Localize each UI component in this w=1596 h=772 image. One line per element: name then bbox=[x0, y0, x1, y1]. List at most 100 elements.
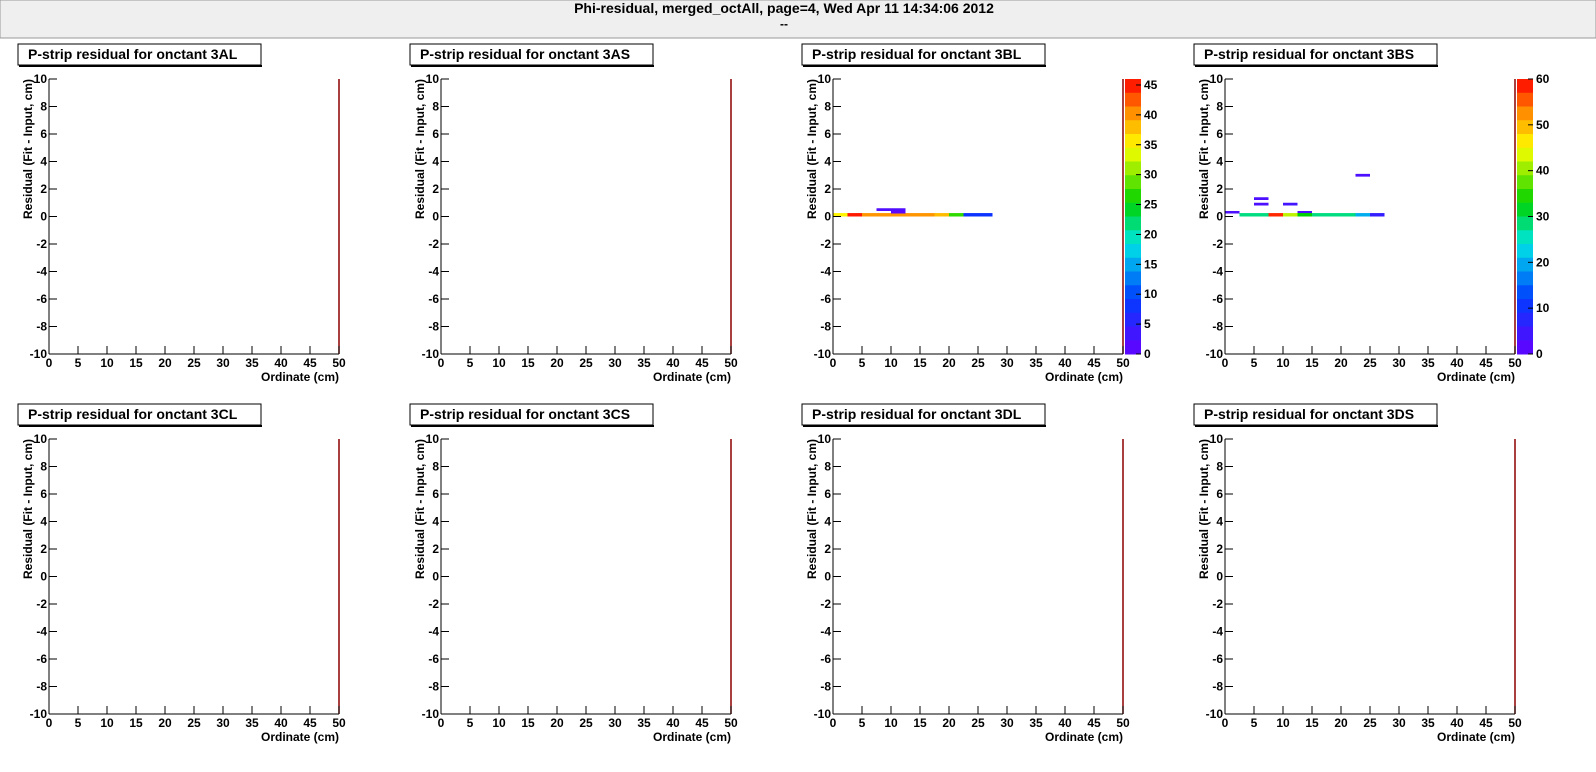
x-tick-label: 15 bbox=[913, 356, 927, 370]
y-tick-label: -8 bbox=[428, 320, 439, 334]
x-tick-label: 35 bbox=[245, 356, 259, 370]
x-tick-label: 50 bbox=[1508, 716, 1522, 730]
colorbar-band bbox=[1517, 92, 1533, 107]
title-shadow bbox=[803, 425, 1046, 427]
y-tick-label: 4 bbox=[40, 515, 47, 529]
y-tick-label: 8 bbox=[1216, 100, 1223, 114]
heatmap-cell bbox=[1283, 213, 1298, 217]
x-tick-label: 20 bbox=[942, 356, 956, 370]
colorbar-band bbox=[1517, 340, 1533, 355]
colorbar-band bbox=[1517, 230, 1533, 245]
colorbar-band bbox=[1125, 92, 1141, 107]
colorbar-band bbox=[1125, 134, 1141, 149]
x-tick-label: 20 bbox=[550, 716, 564, 730]
y-axis-label: Residual (Fit - Input, cm) bbox=[21, 79, 35, 219]
x-tick-label: 0 bbox=[46, 356, 53, 370]
x-tick-label: 25 bbox=[1363, 356, 1377, 370]
x-tick-label: 45 bbox=[1479, 356, 1493, 370]
colorbar-band bbox=[1125, 161, 1141, 176]
title-shadow bbox=[19, 425, 262, 427]
x-tick-label: 5 bbox=[75, 356, 82, 370]
y-tick-label: 10 bbox=[34, 72, 48, 86]
colorbar-band bbox=[1517, 257, 1533, 272]
y-tick-label: -6 bbox=[820, 292, 831, 306]
colorbar-band bbox=[1125, 230, 1141, 245]
page-subtitle: -- bbox=[780, 17, 788, 31]
colorbar-band bbox=[1517, 202, 1533, 217]
colorbar-band bbox=[1517, 147, 1533, 162]
heatmap-cell bbox=[862, 213, 877, 217]
colorbar-tick-label: 0 bbox=[1536, 347, 1543, 361]
colorbar-band bbox=[1125, 189, 1141, 204]
heatmap-cell bbox=[876, 208, 906, 211]
x-tick-label: 5 bbox=[859, 356, 866, 370]
y-tick-label: 10 bbox=[1210, 72, 1224, 86]
y-tick-label: -6 bbox=[36, 292, 47, 306]
colorbar-band bbox=[1125, 147, 1141, 162]
y-tick-label: 0 bbox=[1216, 570, 1223, 584]
x-tick-label: 0 bbox=[438, 356, 445, 370]
heatmap-cell bbox=[833, 213, 848, 217]
x-tick-label: 15 bbox=[129, 356, 143, 370]
colorbar-band bbox=[1517, 189, 1533, 204]
x-tick-label: 50 bbox=[724, 356, 738, 370]
y-tick-label: -4 bbox=[820, 265, 831, 279]
x-tick-label: 0 bbox=[438, 716, 445, 730]
x-tick-label: 45 bbox=[1087, 716, 1101, 730]
y-axis-label: Residual (Fit - Input, cm) bbox=[413, 439, 427, 579]
y-tick-label: 0 bbox=[824, 570, 831, 584]
x-axis-label: Ordinate (cm) bbox=[653, 370, 731, 384]
y-tick-label: -2 bbox=[820, 237, 831, 251]
x-tick-label: 25 bbox=[187, 716, 201, 730]
x-tick-label: 40 bbox=[1450, 356, 1464, 370]
colorbar-band bbox=[1125, 244, 1141, 259]
y-axis-label: Residual (Fit - Input, cm) bbox=[805, 439, 819, 579]
x-tick-label: 35 bbox=[1421, 356, 1435, 370]
colorbar-band bbox=[1125, 106, 1141, 121]
x-tick-label: 15 bbox=[1305, 716, 1319, 730]
colorbar-tick-label: 10 bbox=[1536, 301, 1550, 315]
y-tick-label: 6 bbox=[824, 487, 831, 501]
y-tick-label: -8 bbox=[428, 680, 439, 694]
y-tick-label: 8 bbox=[40, 460, 47, 474]
colorbar-tick-label: 60 bbox=[1536, 72, 1550, 86]
x-tick-label: 40 bbox=[274, 716, 288, 730]
heatmap-cell bbox=[1297, 213, 1312, 217]
colorbar-band bbox=[1125, 120, 1141, 135]
y-tick-label: 6 bbox=[1216, 487, 1223, 501]
x-tick-label: 20 bbox=[942, 716, 956, 730]
heatmap-cell bbox=[1370, 213, 1385, 217]
colorbar-tick-label: 40 bbox=[1144, 108, 1158, 122]
y-tick-label: -8 bbox=[1212, 680, 1223, 694]
y-tick-label: -2 bbox=[428, 597, 439, 611]
title-shadow bbox=[411, 425, 654, 427]
title-shadow bbox=[411, 65, 654, 67]
colorbar-band bbox=[1517, 216, 1533, 231]
y-tick-label: 6 bbox=[1216, 127, 1223, 141]
y-tick-label: 4 bbox=[432, 515, 439, 529]
y-tick-label: 4 bbox=[824, 515, 831, 529]
y-tick-label: 4 bbox=[432, 155, 439, 169]
heatmap-cell bbox=[934, 213, 949, 217]
x-tick-label: 40 bbox=[274, 356, 288, 370]
x-tick-label: 50 bbox=[332, 716, 346, 730]
colorbar-band bbox=[1517, 244, 1533, 259]
y-tick-label: -2 bbox=[1212, 237, 1223, 251]
y-tick-label: -4 bbox=[1212, 625, 1223, 639]
heatmap-cell bbox=[949, 213, 964, 217]
x-tick-label: 20 bbox=[1334, 356, 1348, 370]
x-tick-label: 40 bbox=[1450, 716, 1464, 730]
y-axis-label: Residual (Fit - Input, cm) bbox=[805, 79, 819, 219]
y-tick-label: -8 bbox=[36, 680, 47, 694]
y-tick-label: 0 bbox=[40, 570, 47, 584]
heatmap-cell bbox=[1268, 213, 1283, 217]
x-tick-label: 50 bbox=[1508, 356, 1522, 370]
y-tick-label: -10 bbox=[30, 707, 48, 721]
y-tick-label: 8 bbox=[40, 100, 47, 114]
y-tick-label: -10 bbox=[814, 347, 832, 361]
colorbar-band bbox=[1517, 271, 1533, 286]
x-tick-label: 10 bbox=[492, 716, 506, 730]
y-tick-label: 6 bbox=[40, 487, 47, 501]
colorbar-band bbox=[1125, 285, 1141, 300]
colorbar-tick-label: 20 bbox=[1536, 255, 1550, 269]
